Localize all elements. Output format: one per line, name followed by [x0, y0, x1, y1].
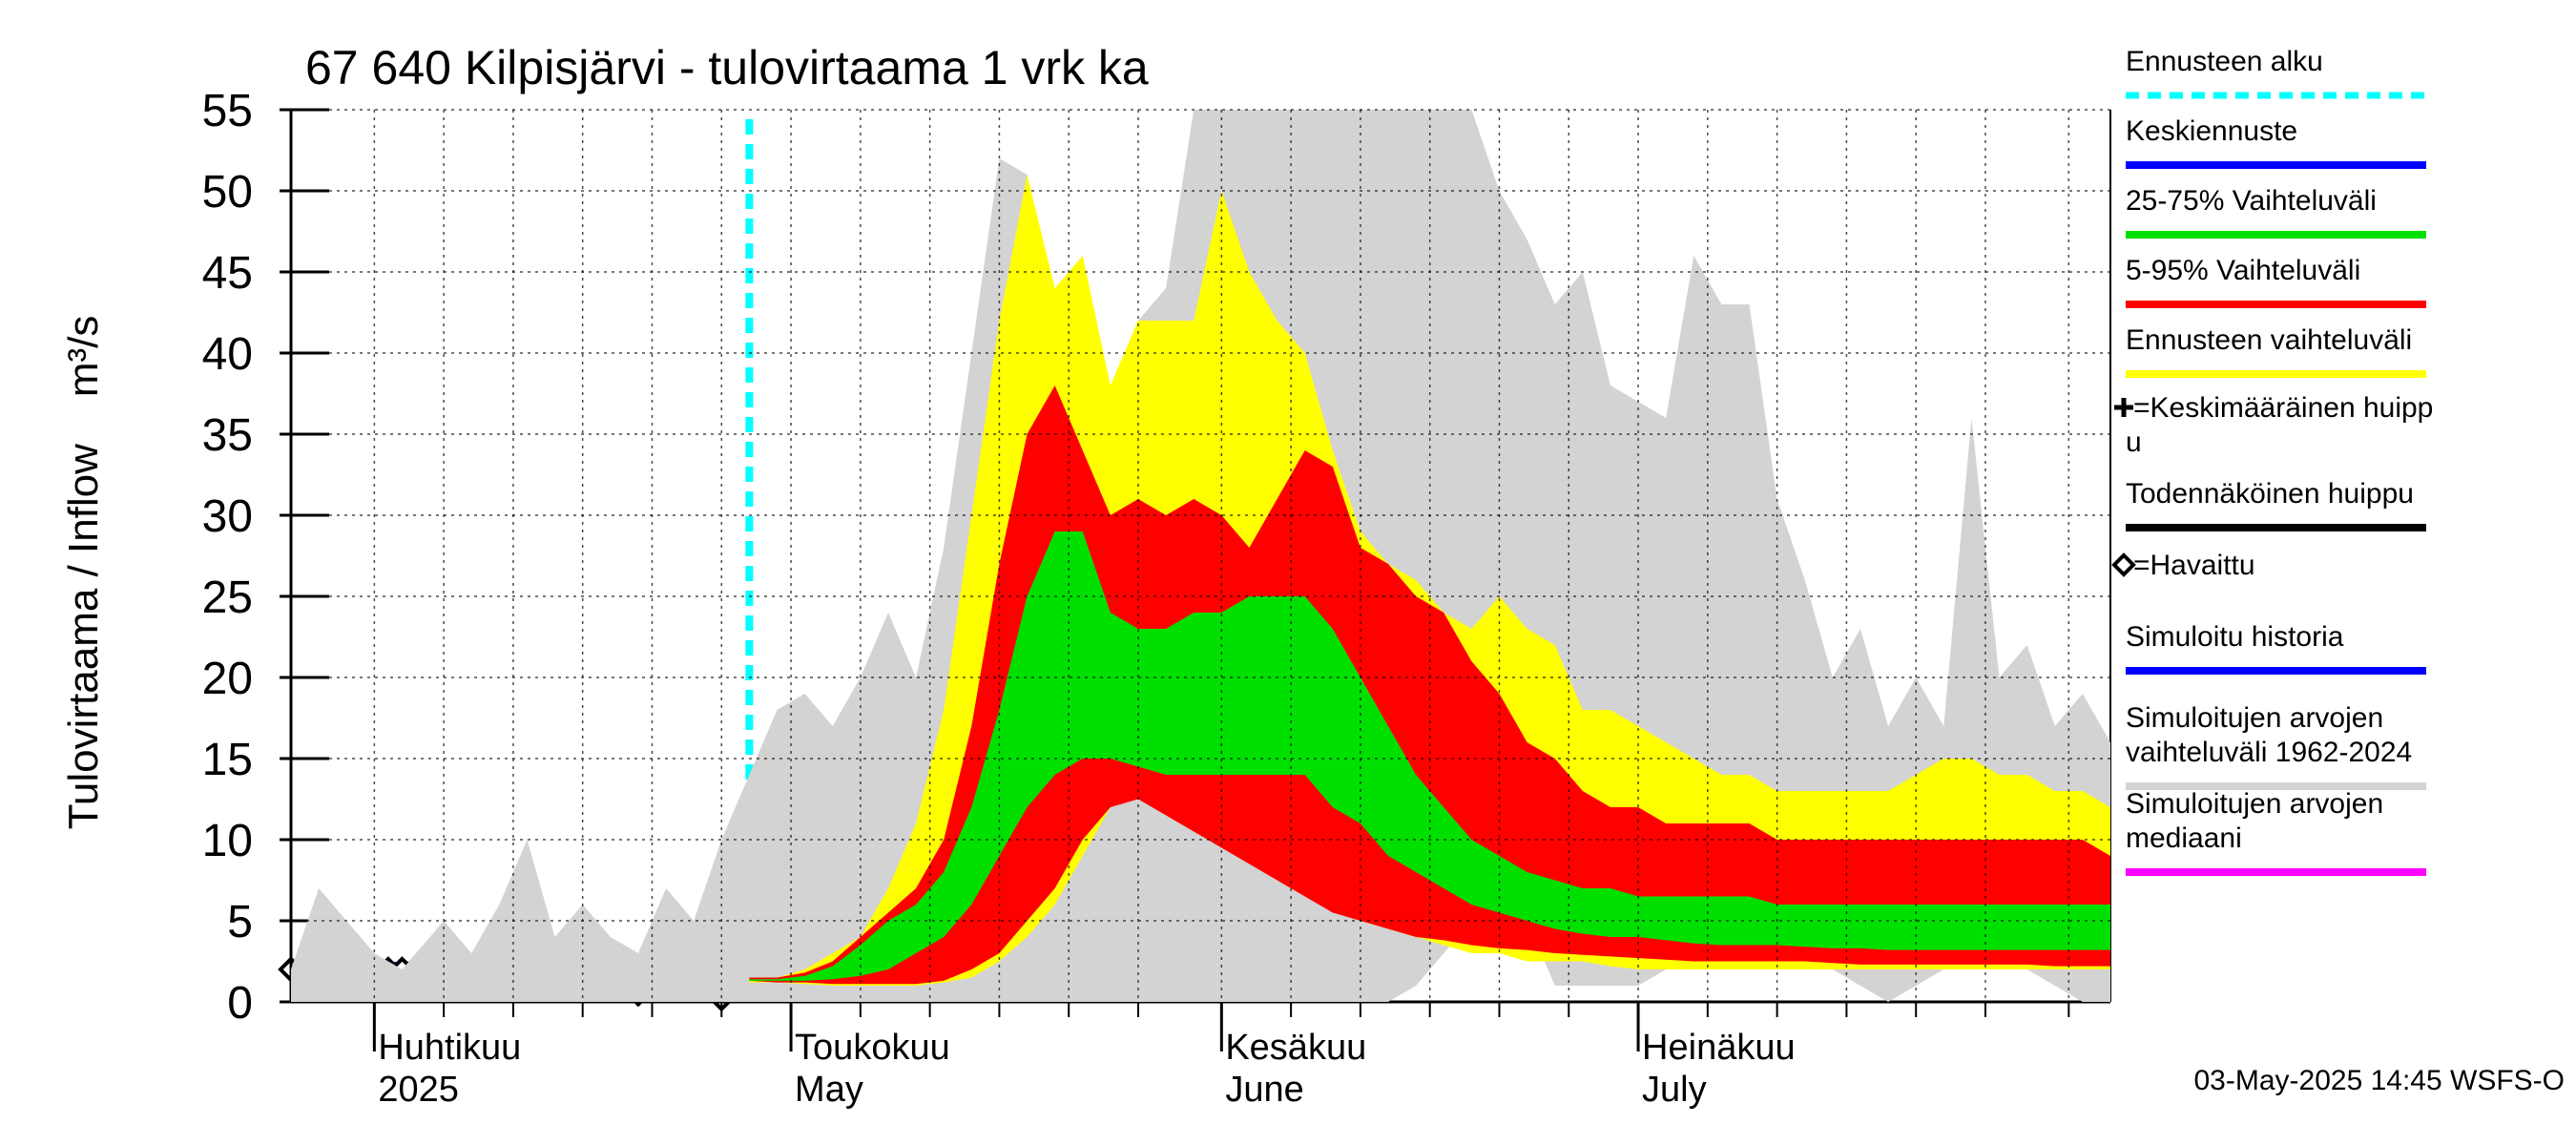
y-axis-label: Tulovirtaama / Inflow m³/s [60, 316, 107, 830]
gridlines [291, 109, 2110, 1002]
month-label: Kesäkuu [1225, 1028, 1366, 1068]
legend-label: Simuloitujen arvojen [2126, 702, 2383, 734]
y-tick-label: 45 [202, 248, 253, 299]
legend-diamond-icon [2111, 552, 2136, 577]
p25-p75-band [749, 531, 2110, 981]
month-sublabel: June [1225, 1070, 1303, 1110]
legend: Ennusteen alku Keskiennuste 25-75% Vaihtel… [2111, 46, 2433, 876]
legend-plus-icon [2114, 398, 2133, 417]
month-sublabel: 2025 [378, 1070, 459, 1110]
y-tick-label: 30 [202, 491, 253, 542]
legend-label: Todennäköinen huippu [2126, 478, 2414, 510]
y-tick-label: 35 [202, 410, 253, 461]
legend-label-line2: mediaani [2126, 822, 2242, 854]
legend-label: 25-75% Vaihteluväli [2126, 185, 2377, 217]
legend-label: 5-95% Vaihteluväli [2126, 255, 2360, 286]
legend-label: Simuloitujen arvojen [2126, 788, 2383, 820]
y-tick-label: 0 [227, 978, 253, 1029]
month-sublabel: July [1642, 1070, 1707, 1110]
y-tick-label: 5 [227, 897, 253, 947]
legend-label-line2: vaihteluväli 1962-2024 [2126, 737, 2412, 768]
legend-label: Ennusteen alku [2126, 46, 2323, 77]
legend-label: Keskiennuste [2126, 115, 2297, 147]
legend-label: Simuloitu historia [2126, 621, 2344, 653]
y-tick-label: 50 [202, 167, 253, 218]
y-tick-label: 20 [202, 654, 253, 704]
y-tick-label: 10 [202, 816, 253, 866]
legend-label-line2: u [2126, 427, 2142, 458]
month-sublabel: May [795, 1070, 863, 1110]
month-label: Heinäkuu [1642, 1028, 1796, 1068]
y-tick-label: 55 [202, 86, 253, 136]
y-tick-label: 15 [202, 735, 253, 785]
axes: 0510152025303540455055Huhtikuu2025Toukok… [202, 86, 2111, 1110]
legend-label: =Havaittu [2133, 550, 2255, 581]
month-label: Toukokuu [795, 1028, 950, 1068]
legend-label: =Keskimääräinen huipp [2133, 392, 2433, 424]
legend-label: Ennusteen vaihteluväli [2126, 324, 2412, 356]
month-label: Huhtikuu [378, 1028, 521, 1068]
chart-title: 67 640 Kilpisjärvi - tulovirtaama 1 vrk … [305, 41, 1149, 94]
timestamp-label: 03-May-2025 14:45 WSFS-O [2194, 1065, 2566, 1096]
y-tick-label: 25 [202, 572, 253, 623]
y-tick-label: 40 [202, 329, 253, 380]
